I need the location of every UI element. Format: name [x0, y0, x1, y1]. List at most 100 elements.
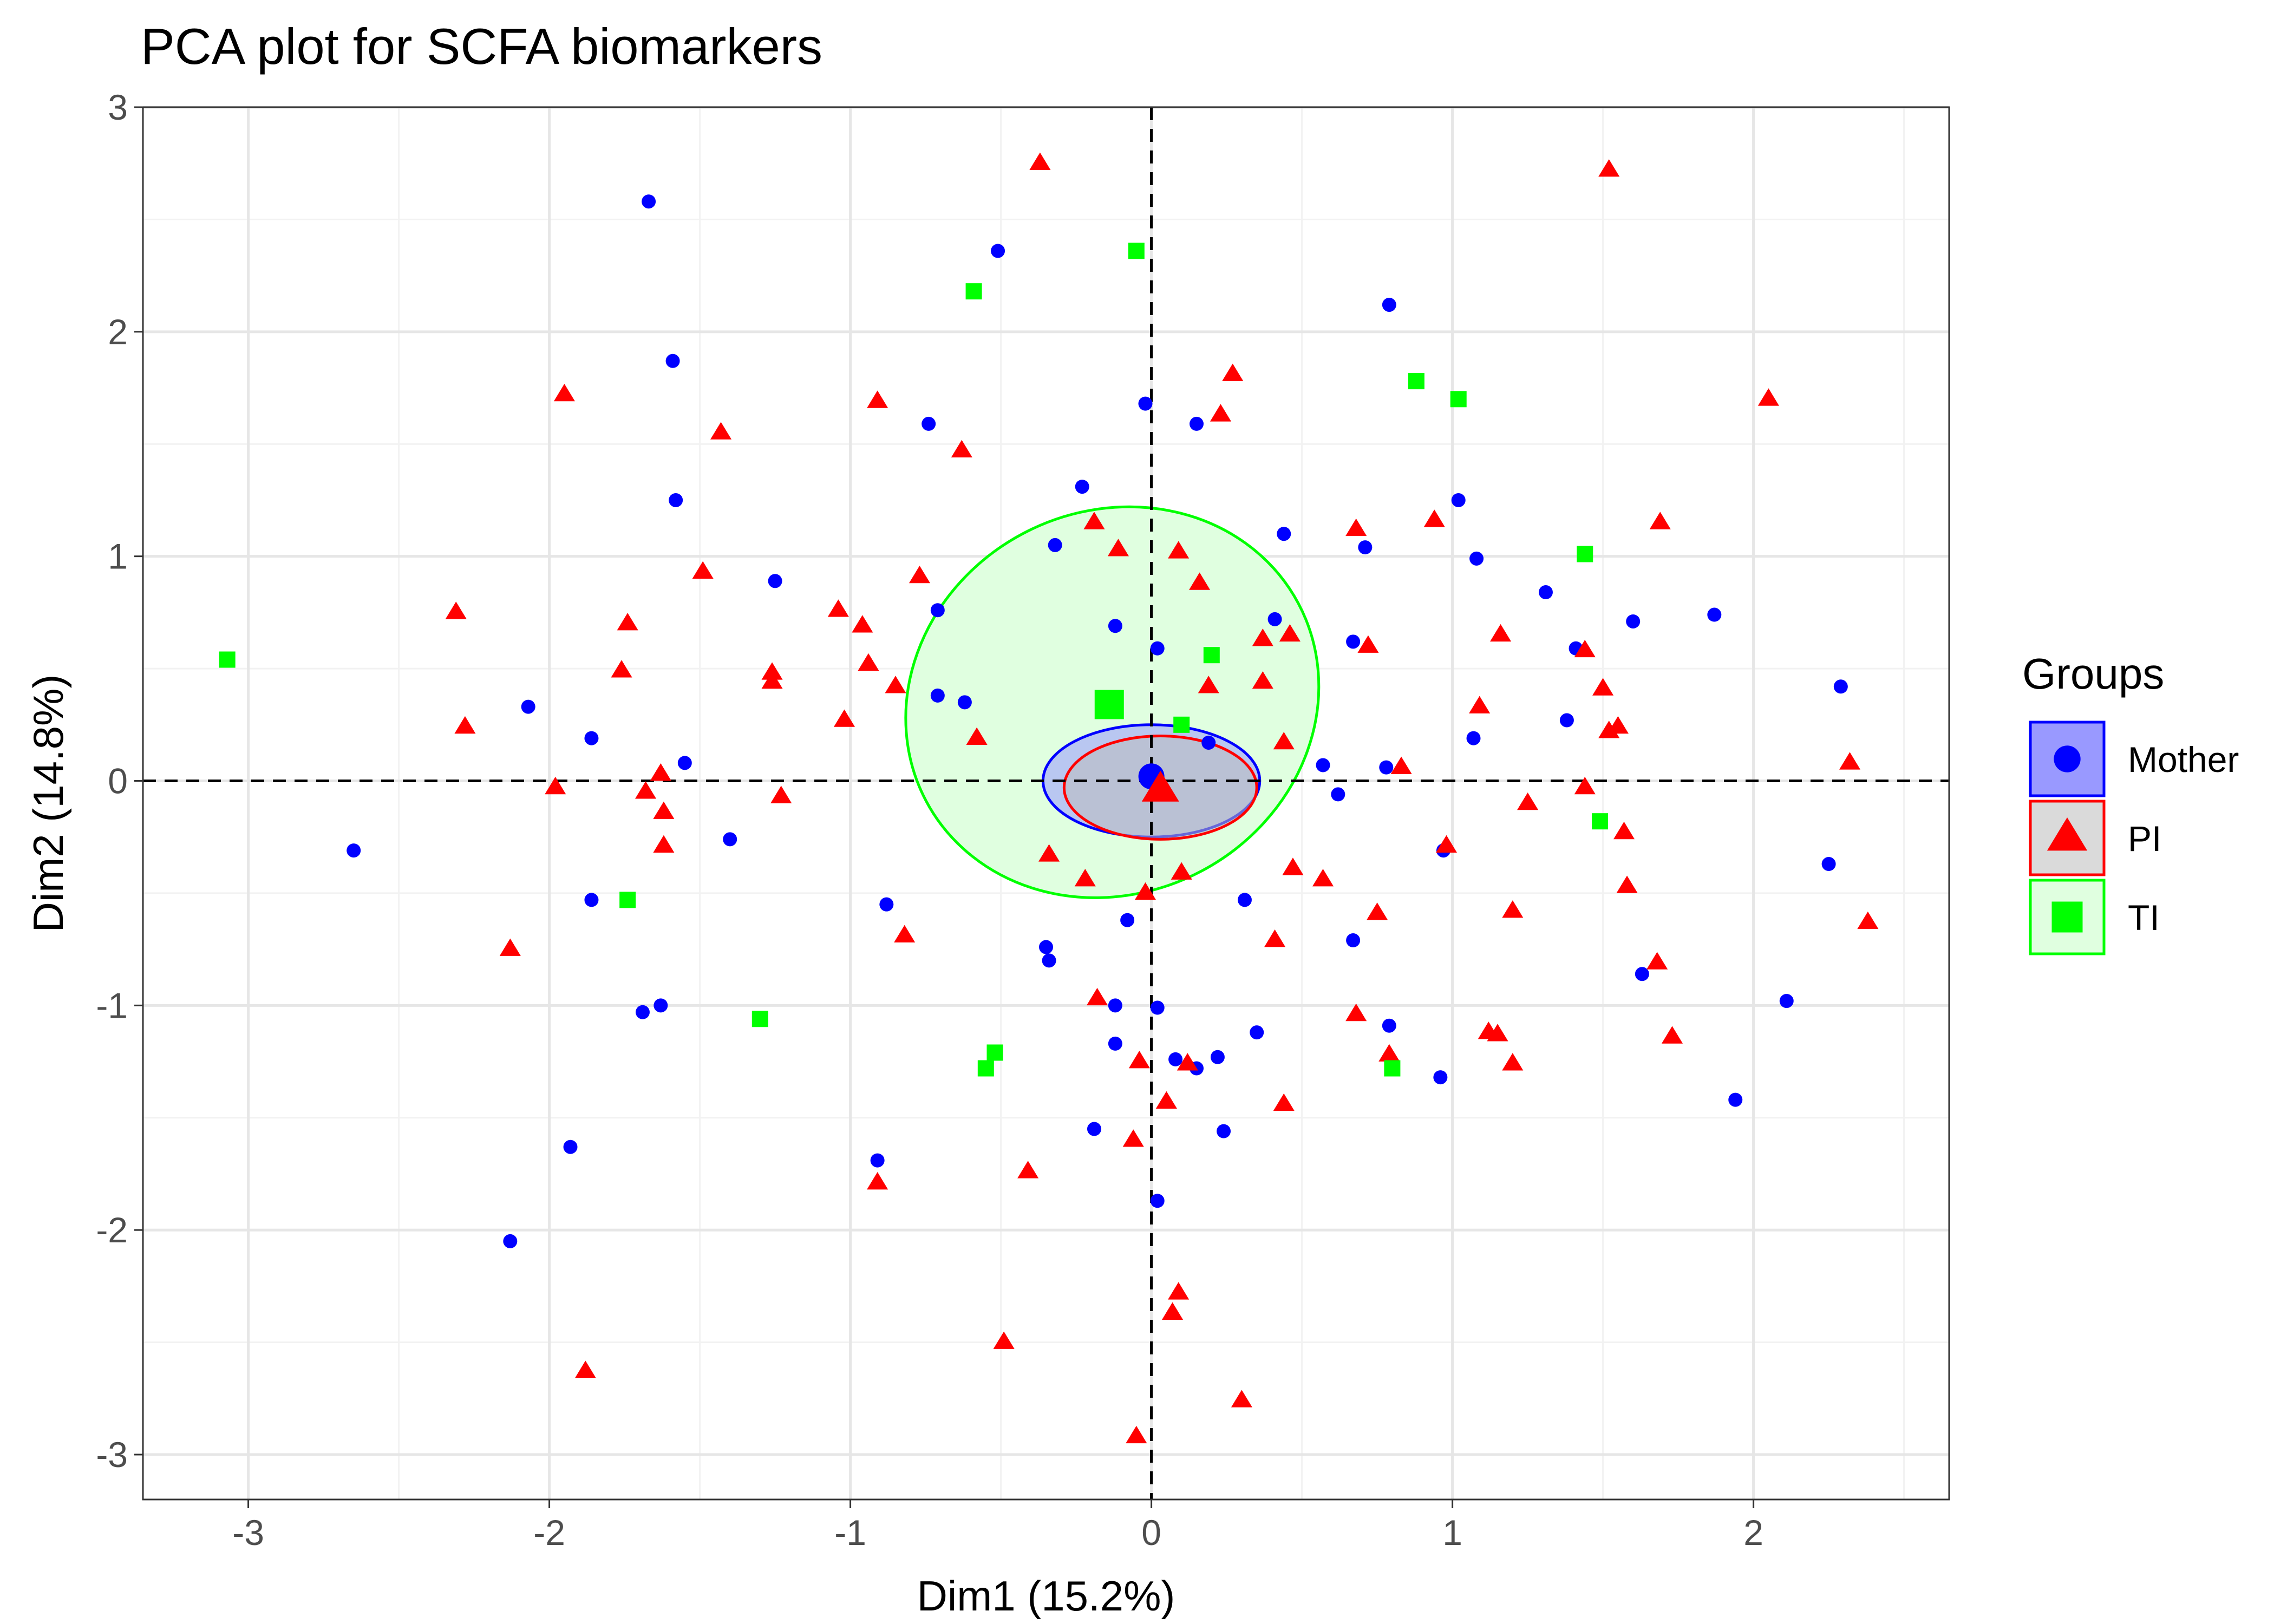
- point-mother: [665, 353, 680, 368]
- point-ti: [1577, 546, 1593, 562]
- point-pi: [611, 660, 632, 678]
- point-mother: [669, 493, 683, 507]
- y-tick-label: 3: [108, 87, 128, 127]
- point-pi: [1168, 541, 1190, 559]
- point-mother: [1358, 540, 1373, 555]
- point-pi: [1469, 696, 1491, 713]
- y-axis-title: Dim2 (14.8%): [24, 675, 72, 933]
- point-pi: [1222, 363, 1244, 381]
- point-pi: [1574, 639, 1596, 658]
- point-pi: [761, 671, 783, 689]
- data-points: [219, 152, 1879, 1444]
- point-mother: [879, 897, 894, 912]
- point-mother: [1277, 527, 1291, 541]
- point-pi: [909, 565, 931, 584]
- point-pi: [445, 601, 467, 619]
- point-mother: [1821, 857, 1836, 872]
- point-pi: [951, 440, 972, 457]
- point-pi: [1598, 159, 1620, 177]
- point-pi: [833, 709, 855, 727]
- point-mother: [521, 699, 535, 714]
- point-mother: [768, 574, 782, 588]
- point-pi: [574, 1360, 596, 1378]
- legend: Groups Mother PI TI: [2022, 650, 2239, 955]
- point-mother: [991, 244, 1005, 258]
- point-mother: [347, 843, 361, 858]
- point-mother: [1379, 760, 1394, 775]
- point-mother: [1538, 585, 1553, 600]
- legend-item-pi: PI: [2029, 800, 2161, 876]
- point-pi: [1231, 1390, 1252, 1407]
- point-pi: [1171, 862, 1192, 880]
- point-pi: [1857, 911, 1879, 929]
- point-mother: [1346, 634, 1361, 649]
- point-pi: [553, 383, 575, 402]
- point-mother: [1237, 893, 1252, 907]
- y-tick-label: 2: [108, 312, 128, 352]
- point-mother: [1120, 913, 1135, 927]
- point-ti: [1592, 813, 1609, 830]
- y-tick-label: 0: [108, 761, 128, 801]
- point-mother: [1559, 713, 1574, 728]
- point-mother: [1451, 493, 1466, 507]
- y-tick-label: -3: [96, 1435, 128, 1475]
- point-ti: [977, 1060, 994, 1077]
- point-pi: [827, 599, 849, 617]
- point-mother: [1087, 1122, 1101, 1136]
- point-pi: [1252, 628, 1273, 646]
- point-mother: [1331, 787, 1345, 802]
- point-mother: [1316, 758, 1330, 772]
- point-pi: [635, 781, 657, 799]
- point-mother: [563, 1140, 578, 1154]
- point-mother: [1042, 953, 1056, 968]
- point-mother: [930, 603, 945, 618]
- group-centroids: [1094, 690, 1179, 802]
- point-ti: [752, 1011, 768, 1027]
- point-pi: [692, 561, 714, 579]
- point-pi: [1661, 1026, 1683, 1044]
- point-mother: [1150, 641, 1165, 656]
- point-pi: [1357, 635, 1379, 653]
- point-mother: [1168, 1052, 1183, 1066]
- point-pi: [1345, 518, 1367, 536]
- point-pi: [867, 1172, 888, 1190]
- point-pi: [1264, 929, 1286, 947]
- point-mother: [1150, 1000, 1165, 1015]
- point-pi: [545, 776, 566, 795]
- point-pi: [1574, 776, 1596, 795]
- point-pi: [1598, 721, 1620, 738]
- centroid-ti: [1094, 690, 1124, 719]
- point-pi: [653, 801, 675, 819]
- point-pi: [1616, 875, 1638, 893]
- point-mother: [503, 1234, 518, 1248]
- point-mother: [584, 893, 599, 907]
- reference-lines: [143, 107, 1949, 1499]
- point-pi: [1168, 1282, 1190, 1300]
- point-ti: [1203, 647, 1220, 664]
- point-mother: [1217, 1124, 1231, 1138]
- point-pi: [1490, 624, 1512, 642]
- y-tick-label: -2: [96, 1210, 128, 1250]
- point-pi: [1134, 882, 1156, 900]
- point-pi: [1086, 987, 1108, 1006]
- point-pi: [1390, 756, 1412, 774]
- point-mother: [1466, 731, 1481, 745]
- point-pi: [1155, 1091, 1177, 1109]
- point-mother: [922, 416, 936, 431]
- point-mother: [1039, 940, 1053, 954]
- legend-symbol-mother: [2054, 745, 2081, 772]
- point-pi: [1757, 388, 1779, 406]
- x-tick-label: -2: [533, 1512, 565, 1553]
- legend-item-ti: TI: [2029, 879, 2160, 955]
- point-pi: [1487, 1024, 1508, 1042]
- point-mother: [1707, 607, 1722, 622]
- point-pi: [1017, 1161, 1039, 1178]
- point-pi: [1378, 1044, 1400, 1062]
- point-mother: [654, 998, 668, 1013]
- point-mother: [1108, 1036, 1122, 1051]
- point-mother: [1075, 480, 1089, 494]
- point-pi: [1646, 952, 1668, 970]
- point-mother: [1108, 619, 1122, 633]
- x-tick-label: 2: [1743, 1512, 1763, 1553]
- point-mother: [642, 194, 656, 209]
